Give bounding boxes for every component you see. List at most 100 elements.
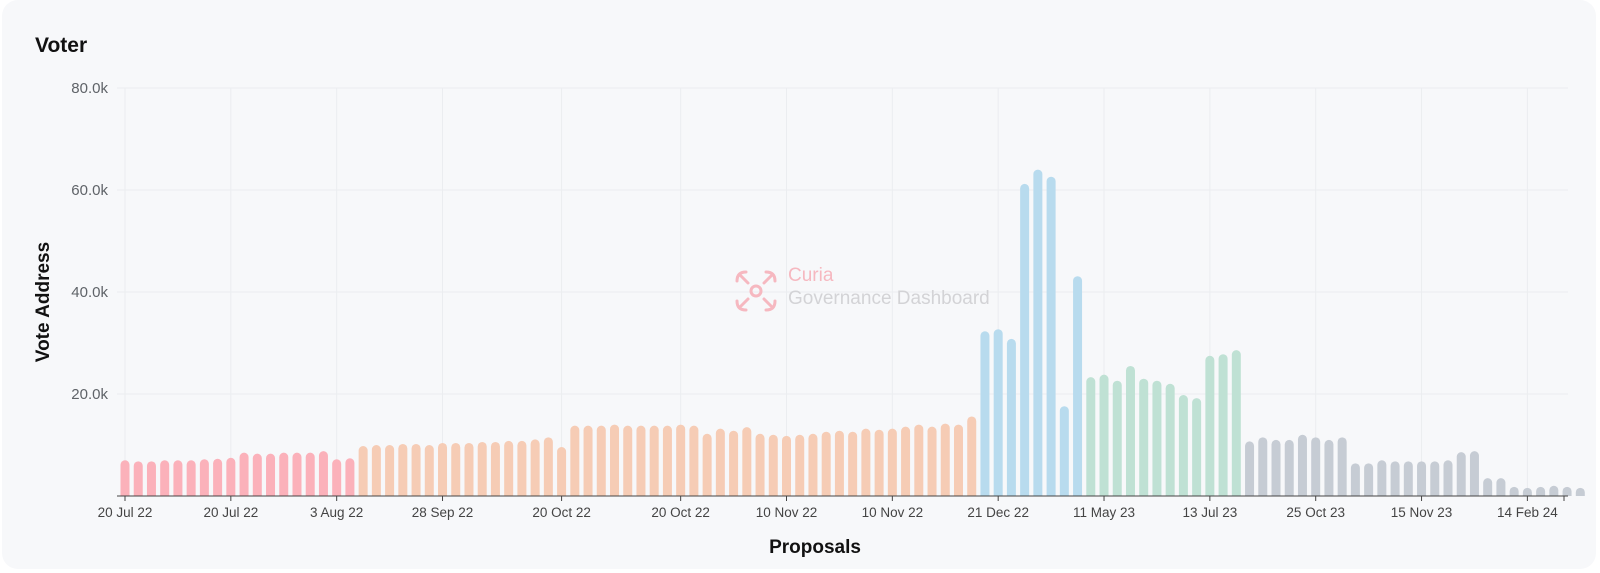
- bar-19[interactable]: [371, 445, 381, 496]
- bar-8[interactable]: [226, 457, 236, 496]
- bar-94[interactable]: [1364, 463, 1374, 496]
- bar-71[interactable]: [1059, 406, 1069, 496]
- bar-46[interactable]: [729, 430, 739, 496]
- bar-97[interactable]: [1403, 461, 1413, 496]
- bar-107[interactable]: [1536, 486, 1546, 496]
- bar-1[interactable]: [133, 461, 143, 496]
- bar-70[interactable]: [1046, 176, 1056, 496]
- bar-40[interactable]: [649, 425, 659, 496]
- bar-32[interactable]: [543, 437, 553, 496]
- bar-43[interactable]: [689, 425, 699, 496]
- bar-89[interactable]: [1297, 434, 1307, 496]
- bar-14[interactable]: [305, 452, 315, 496]
- bar-36[interactable]: [596, 425, 606, 496]
- bar-84[interactable]: [1231, 350, 1241, 496]
- bar-13[interactable]: [292, 452, 302, 496]
- bar-62[interactable]: [940, 423, 950, 496]
- bar-76[interactable]: [1125, 365, 1135, 496]
- bar-106[interactable]: [1522, 487, 1532, 496]
- bar-86[interactable]: [1258, 437, 1268, 496]
- bar-102[interactable]: [1469, 451, 1479, 496]
- bar-57[interactable]: [874, 429, 884, 496]
- bar-27[interactable]: [477, 441, 487, 496]
- bar-95[interactable]: [1377, 460, 1387, 496]
- bar-2[interactable]: [146, 461, 156, 496]
- bar-29[interactable]: [504, 440, 514, 496]
- bar-80[interactable]: [1178, 395, 1188, 496]
- bar-75[interactable]: [1112, 380, 1122, 496]
- bar-58[interactable]: [887, 428, 897, 496]
- bar-20[interactable]: [385, 445, 395, 496]
- bar-81[interactable]: [1192, 398, 1202, 496]
- bar-101[interactable]: [1456, 452, 1466, 496]
- bar-109[interactable]: [1562, 486, 1572, 496]
- bar-42[interactable]: [676, 424, 686, 496]
- bar-16[interactable]: [332, 459, 342, 496]
- bar-10[interactable]: [252, 453, 262, 496]
- bar-21[interactable]: [398, 443, 408, 496]
- bar-17[interactable]: [345, 458, 355, 496]
- bar-31[interactable]: [530, 439, 540, 496]
- bar-88[interactable]: [1284, 439, 1294, 496]
- bar-51[interactable]: [795, 434, 805, 496]
- bar-85[interactable]: [1245, 441, 1255, 496]
- bar-49[interactable]: [768, 434, 778, 496]
- bar-23[interactable]: [424, 445, 434, 496]
- bar-44[interactable]: [702, 433, 712, 496]
- bar-110[interactable]: [1575, 487, 1585, 496]
- bar-100[interactable]: [1443, 460, 1453, 496]
- bar-67[interactable]: [1006, 338, 1016, 496]
- bar-60[interactable]: [914, 424, 924, 496]
- bar-72[interactable]: [1073, 276, 1083, 496]
- bar-79[interactable]: [1165, 383, 1175, 496]
- bar-91[interactable]: [1324, 439, 1334, 496]
- bar-92[interactable]: [1337, 437, 1347, 496]
- bar-18[interactable]: [358, 446, 368, 496]
- bar-56[interactable]: [861, 428, 871, 496]
- bar-37[interactable]: [610, 424, 620, 496]
- bar-87[interactable]: [1271, 439, 1281, 496]
- bar-73[interactable]: [1086, 377, 1096, 496]
- bar-93[interactable]: [1350, 463, 1360, 496]
- bar-52[interactable]: [808, 433, 818, 496]
- bar-61[interactable]: [927, 426, 937, 496]
- bar-68[interactable]: [1020, 183, 1030, 496]
- bar-105[interactable]: [1509, 486, 1519, 496]
- bar-4[interactable]: [173, 460, 183, 496]
- bar-99[interactable]: [1430, 461, 1440, 496]
- bar-7[interactable]: [213, 458, 223, 496]
- bar-108[interactable]: [1549, 485, 1559, 496]
- bar-34[interactable]: [570, 425, 580, 496]
- bar-28[interactable]: [490, 441, 500, 496]
- bar-82[interactable]: [1205, 355, 1215, 496]
- bar-59[interactable]: [901, 426, 911, 496]
- bar-98[interactable]: [1417, 461, 1427, 496]
- bar-39[interactable]: [636, 425, 646, 496]
- bar-65[interactable]: [980, 331, 990, 496]
- bar-66[interactable]: [993, 329, 1003, 496]
- bar-12[interactable]: [279, 452, 289, 496]
- bar-3[interactable]: [160, 460, 170, 496]
- bar-26[interactable]: [464, 442, 474, 496]
- bar-104[interactable]: [1496, 478, 1506, 496]
- bar-11[interactable]: [266, 453, 276, 496]
- bar-48[interactable]: [755, 433, 765, 496]
- bar-90[interactable]: [1311, 437, 1321, 496]
- bar-45[interactable]: [715, 428, 725, 496]
- bar-69[interactable]: [1033, 169, 1043, 496]
- bar-24[interactable]: [438, 442, 448, 496]
- bar-54[interactable]: [834, 430, 844, 496]
- bar-0[interactable]: [120, 460, 130, 496]
- bar-9[interactable]: [239, 452, 249, 496]
- bar-41[interactable]: [662, 425, 672, 496]
- bar-83[interactable]: [1218, 354, 1228, 496]
- bar-35[interactable]: [583, 425, 593, 496]
- bar-47[interactable]: [742, 427, 752, 496]
- bar-38[interactable]: [623, 425, 633, 496]
- bar-53[interactable]: [821, 431, 831, 496]
- bar-103[interactable]: [1483, 478, 1493, 496]
- bar-33[interactable]: [557, 447, 567, 496]
- bar-64[interactable]: [967, 416, 977, 496]
- bar-63[interactable]: [953, 424, 963, 496]
- bar-96[interactable]: [1390, 461, 1400, 496]
